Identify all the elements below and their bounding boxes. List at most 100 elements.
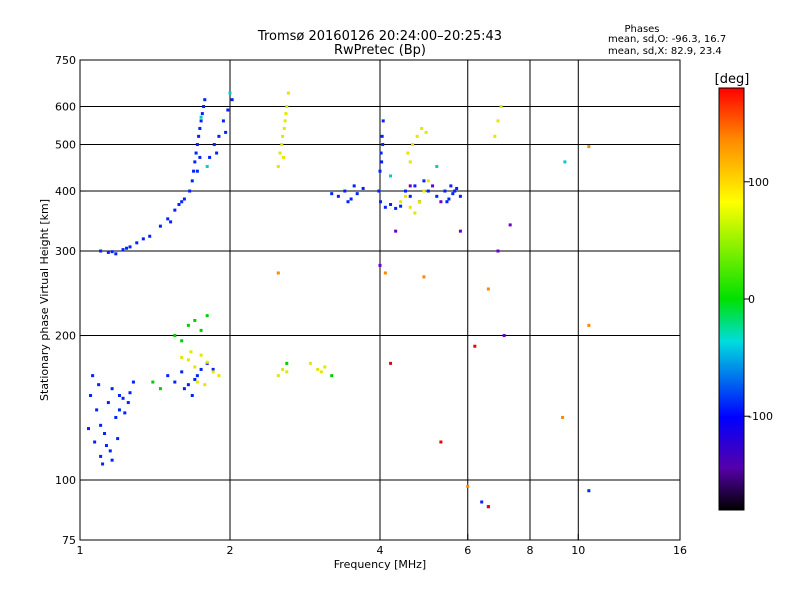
y-tick-label: 300 (55, 245, 76, 258)
data-point (379, 151, 383, 155)
data-point (99, 454, 103, 458)
data-point (151, 380, 155, 384)
data-point (135, 241, 139, 245)
data-point (199, 367, 203, 371)
colorbar (718, 87, 745, 511)
data-point (217, 134, 221, 138)
data-point (226, 108, 230, 112)
data-point (128, 391, 132, 395)
data-point (435, 194, 439, 198)
data-point (282, 126, 286, 130)
data-point (379, 200, 383, 204)
data-point (453, 189, 457, 193)
data-point (380, 134, 384, 138)
data-point (97, 383, 101, 387)
data-point (422, 189, 426, 193)
data-point (486, 287, 490, 291)
data-point (389, 361, 393, 365)
data-point (123, 411, 127, 415)
data-point (420, 126, 424, 130)
data-point (190, 394, 194, 398)
data-point (180, 200, 184, 204)
data-point (496, 119, 500, 123)
data-point (99, 249, 103, 253)
data-point (408, 184, 412, 188)
data-point (173, 380, 177, 384)
x-axis-ticks: 1 2 4 6 8 10 16 (77, 534, 687, 557)
colorbar-tick-label: -100 (748, 410, 773, 423)
data-point (148, 234, 152, 238)
data-point (195, 380, 199, 384)
data-point (352, 184, 356, 188)
data-point (389, 202, 393, 206)
data-points (86, 91, 591, 509)
data-point (283, 119, 287, 123)
data-point (158, 224, 162, 228)
colorbar-ticks: 100 0 -100 (744, 176, 773, 423)
chart-subtitle: RwPretec (Bp) (334, 43, 426, 58)
data-point (346, 200, 350, 204)
data-point (399, 200, 403, 204)
data-point (403, 189, 407, 193)
data-point (189, 350, 193, 354)
data-point (399, 204, 403, 208)
data-point (192, 169, 196, 173)
data-point (284, 112, 288, 116)
data-point (413, 184, 417, 188)
grid-lines (80, 60, 680, 540)
data-point (200, 112, 204, 116)
data-point (394, 229, 398, 233)
data-point (198, 126, 202, 130)
colorbar-tick-label: 100 (748, 176, 769, 189)
data-point (285, 370, 289, 374)
data-point (383, 205, 387, 209)
data-point (180, 355, 184, 359)
data-point (95, 408, 99, 412)
data-point (455, 186, 459, 190)
data-point (276, 374, 280, 378)
data-point (323, 365, 327, 369)
data-point (378, 263, 382, 267)
colorbar-tick-label: 0 (748, 293, 755, 306)
data-point (406, 151, 410, 155)
data-point (422, 275, 426, 279)
data-point (203, 383, 207, 387)
data-point (194, 151, 198, 155)
data-point (403, 194, 407, 198)
stats-o-mode: mean, sd,O: -96.3, 16.7 (608, 34, 726, 45)
data-point (276, 271, 280, 275)
data-point (110, 458, 114, 462)
data-point (447, 197, 451, 201)
data-point (131, 380, 135, 384)
data-point (199, 328, 203, 332)
data-point (182, 197, 186, 201)
data-point (381, 119, 385, 123)
data-point (110, 387, 114, 391)
data-point (445, 200, 449, 204)
data-point (285, 105, 289, 109)
y-tick-label: 75 (62, 534, 76, 547)
data-point (349, 197, 353, 201)
data-point (108, 449, 112, 453)
data-point (426, 179, 430, 183)
data-point (377, 189, 381, 193)
data-point (408, 160, 412, 164)
data-point (193, 160, 197, 164)
data-point (308, 361, 312, 365)
x-tick-label: 2 (227, 544, 234, 557)
data-point (188, 189, 192, 193)
data-point (114, 252, 118, 256)
data-point (106, 401, 110, 405)
data-point (101, 462, 105, 466)
data-point (415, 134, 419, 138)
data-point (211, 370, 215, 374)
data-point (330, 374, 334, 378)
data-point (280, 143, 284, 147)
data-point (193, 318, 197, 322)
data-point (411, 143, 415, 147)
colorbar-label: [deg] (715, 72, 750, 87)
data-point (221, 119, 225, 123)
data-point (198, 155, 202, 159)
data-point (563, 160, 567, 164)
data-point (211, 367, 215, 371)
